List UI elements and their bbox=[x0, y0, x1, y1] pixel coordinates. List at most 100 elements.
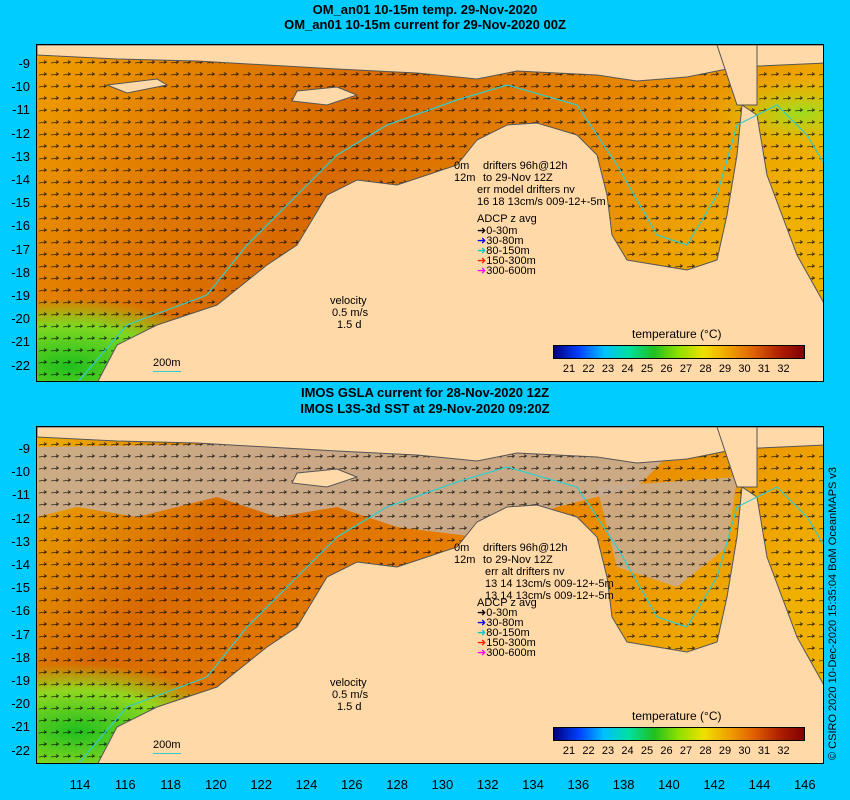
lat-tick-label: -18 bbox=[11, 264, 30, 280]
bottom-northern-land bbox=[37, 427, 823, 464]
lat-tick-label: -22 bbox=[11, 357, 30, 373]
colorbar-label: 21 bbox=[562, 363, 576, 375]
lat-tick-label: -12 bbox=[11, 125, 30, 141]
lon-tick-label: 128 bbox=[386, 777, 408, 792]
colorbar-label: 29 bbox=[718, 745, 732, 757]
bottom-drifters-l2b: to 29-Nov 12Z bbox=[483, 554, 553, 566]
lat-tick-label: -15 bbox=[11, 195, 30, 211]
bottom-velocity-l1: velocity bbox=[330, 677, 367, 689]
lat-tick-label: -10 bbox=[11, 464, 30, 480]
top-drifters-l2b: to 29-Nov 12Z bbox=[483, 172, 553, 184]
top-velocity-l3: 1.5 d bbox=[337, 319, 362, 331]
lat-tick-label: -18 bbox=[11, 649, 30, 665]
top-velocity-l1: velocity bbox=[330, 295, 367, 307]
lat-tick-label: -19 bbox=[11, 673, 30, 688]
lat-tick-label: -20 bbox=[11, 696, 30, 712]
lon-tick-label: 140 bbox=[658, 777, 680, 792]
colorbar-label: 24 bbox=[621, 363, 634, 375]
colorbar-label: 32 bbox=[777, 363, 790, 375]
lat-tick-label: -14 bbox=[11, 172, 30, 187]
top-island bbox=[291, 86, 359, 106]
lon-tick-label: 120 bbox=[205, 777, 227, 792]
top-depth-label: 200m bbox=[153, 357, 181, 369]
lon-tick-label: 144 bbox=[748, 777, 771, 792]
adcp-entry: 0-30m bbox=[486, 225, 518, 237]
adcp-entry: 80-150m bbox=[486, 245, 530, 257]
adcp-entry: 300-600m bbox=[486, 265, 536, 277]
colorbar-label: 27 bbox=[679, 745, 693, 757]
colorbar-label: 24 bbox=[621, 745, 634, 757]
colorbar-label: 23 bbox=[601, 745, 615, 757]
bottom-200m-isobath bbox=[77, 466, 823, 763]
bottom-map-svg bbox=[37, 427, 823, 763]
colorbar-label: 29 bbox=[718, 363, 732, 375]
colorbar-label: 21 bbox=[562, 745, 576, 757]
bottom-drifters-l4: 13 14 13cm/s 009-12+-5m bbox=[485, 578, 614, 590]
adcp-entry: 150-300m bbox=[486, 255, 536, 267]
top-drifters-l2: 12m bbox=[454, 172, 476, 184]
colorbar-label: 32 bbox=[777, 745, 790, 757]
bottom-colorbar-title: temperature (°C) bbox=[632, 709, 722, 723]
lat-tick-label: -12 bbox=[11, 510, 30, 526]
bottom-velocity-l2: 0.5 m/s bbox=[332, 689, 369, 701]
lat-tick-label: -13 bbox=[11, 533, 30, 549]
colorbar-label: 28 bbox=[699, 363, 712, 375]
colorbar-label: 28 bbox=[699, 745, 712, 757]
bottom-velocity-l3: 1.5 d bbox=[337, 701, 362, 713]
lon-tick-label: 142 bbox=[703, 777, 726, 792]
top-drifters-l1b: drifters 96h@12h bbox=[483, 160, 568, 172]
lon-tick-label: 114 bbox=[69, 777, 91, 792]
lat-tick-label: -14 bbox=[11, 557, 30, 572]
lon-tick-label: 146 bbox=[793, 777, 816, 792]
lat-tick-label: -11 bbox=[12, 487, 30, 503]
bottom-map-panel: 0m drifters 96h@12h 12m to 29-Nov 12Z er… bbox=[36, 426, 824, 764]
credit-text: © CSIRO 2020 10-Dec-2020 15:35:04 BoM Oc… bbox=[827, 466, 839, 760]
lon-tick-label: 134 bbox=[522, 777, 544, 792]
top-drifters-l1: 0m bbox=[454, 160, 470, 172]
colorbar-label: 25 bbox=[640, 745, 654, 757]
bottom-drifters-l3: err alt drifters nv bbox=[485, 566, 565, 578]
lon-tick-label: 122 bbox=[250, 777, 273, 792]
colorbar-label: 22 bbox=[582, 363, 595, 375]
colorbar-label: 30 bbox=[738, 363, 751, 375]
top-panel-title-line1: OM_an01 10-15m temp. 29-Nov-2020 bbox=[312, 2, 538, 17]
colorbar-label: 26 bbox=[660, 745, 673, 757]
bottom-panel-title-line2: IMOS L3S-3d SST at 29-Nov-2020 09:20Z bbox=[300, 401, 550, 416]
lat-tick-label: -9 bbox=[18, 441, 30, 456]
top-drifters-l3: err model drifters nv bbox=[477, 184, 575, 196]
bottom-adcp-title: ADCP z avg bbox=[477, 597, 537, 609]
colorbar-label: 31 bbox=[757, 745, 771, 757]
bottom-drifters-l1: 0m bbox=[454, 542, 470, 554]
top-northern-land bbox=[37, 45, 823, 82]
colorbar-label: 22 bbox=[582, 745, 595, 757]
lat-tick-label: -15 bbox=[11, 580, 30, 596]
lon-tick-label: 126 bbox=[340, 777, 363, 792]
colorbar-label: 31 bbox=[757, 363, 771, 375]
top-velocity-l2: 0.5 m/s bbox=[332, 307, 369, 319]
lat-tick-label: -21 bbox=[11, 719, 30, 735]
bottom-drifters-l2: 12m bbox=[454, 554, 476, 566]
lat-tick-label: -22 bbox=[11, 742, 30, 758]
top-colorbar bbox=[553, 345, 805, 359]
top-map-svg bbox=[37, 45, 823, 381]
bottom-panel-title-line1: IMOS GSLA current for 28-Nov-2020 12Z bbox=[300, 385, 550, 400]
adcp-entry: 0-30m bbox=[486, 607, 518, 619]
top-panel-title-line2: OM_an01 10-15m current for 29-Nov-2020 0… bbox=[284, 17, 566, 32]
lat-tick-label: -13 bbox=[11, 148, 30, 164]
adcp-entry: 150-300m bbox=[486, 637, 536, 649]
lat-tick-label: -10 bbox=[11, 79, 30, 95]
bottom-drifters-l1b: drifters 96h@12h bbox=[483, 542, 568, 554]
lat-tick-label: -16 bbox=[11, 603, 30, 619]
lat-tick-label: -19 bbox=[11, 288, 30, 303]
colorbar-label: 27 bbox=[679, 363, 693, 375]
colorbar-label: 23 bbox=[601, 363, 615, 375]
lon-tick-label: 116 bbox=[114, 777, 136, 792]
adcp-entry: 30-80m bbox=[486, 617, 524, 629]
lon-tick-label: 136 bbox=[567, 777, 590, 792]
lat-tick-label: -20 bbox=[11, 311, 30, 327]
lat-tick-label: -17 bbox=[11, 626, 30, 642]
lon-tick-label: 132 bbox=[476, 777, 499, 792]
top-adcp-title: ADCP z avg bbox=[477, 213, 537, 225]
adcp-entry: 30-80m bbox=[486, 235, 524, 247]
adcp-entry: 300-600m bbox=[486, 647, 536, 659]
